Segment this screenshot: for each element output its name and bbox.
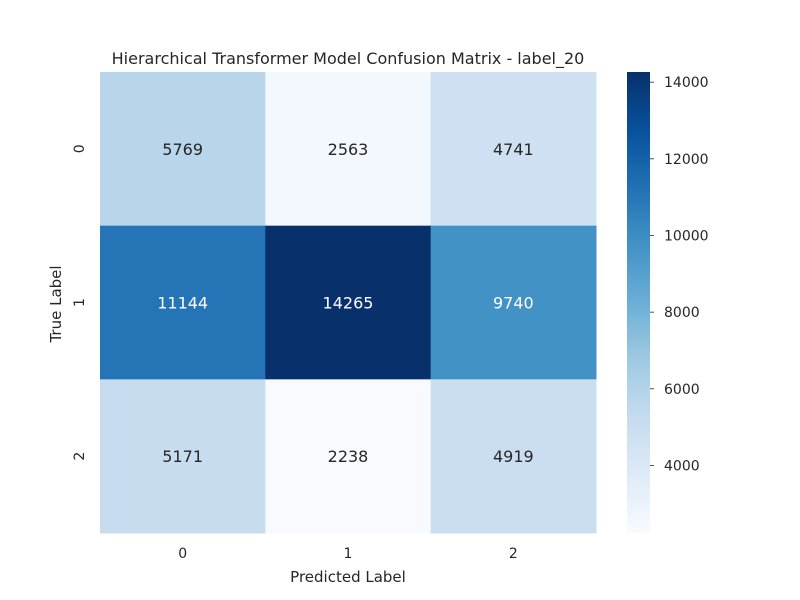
colorbar-tick-label: 4000 [664,458,700,474]
y-axis-ticks: 0 1 2 [72,144,88,460]
x-tick-label: 2 [509,546,518,562]
heatmap-cell-r2-c1 [265,379,432,534]
heatmap-cell-r2-c2 [430,379,597,534]
x-tick-label: 0 [178,546,187,562]
heatmap-cell-labels: 5769 2563 4741 11144 14265 9740 5171 2238 4919 [157,140,533,466]
heatmap-cell-r1-c0 [100,225,266,380]
heatmap-cell-r0-c2 [430,72,597,227]
y-tick-label: 1 [72,298,88,307]
colorbar-tick-label: 6000 [664,382,700,398]
colorbar-tick-label: 10000 [664,228,709,244]
heatmap-cell-r1-c2 [430,225,597,380]
colorbar-tick-label: 12000 [664,152,709,168]
cell-value-r0-c1: 2563 [328,140,369,159]
x-tick-label: 1 [344,546,353,562]
cell-value-r2-c0: 5171 [162,447,203,466]
heatmap-cell-r0-c1 [265,72,432,227]
x-axis-ticks: 0 1 2 [178,546,518,562]
heatmap-cell-r0-c0 [100,72,266,227]
colorbar-tick-label: 14000 [664,75,709,91]
heatmap-cell-r2-c0 [100,379,266,534]
y-tick-label: 0 [72,144,88,153]
colorbar-gradient [627,72,650,533]
heatmap-cell-r1-c1 [265,225,432,380]
colorbar-ticks: 4000 6000 8000 10000 12000 14000 [650,75,709,474]
y-axis-label: True Label [47,265,65,343]
heatmap-cells [100,72,597,534]
colorbar: 4000 6000 8000 10000 12000 14000 [627,72,709,533]
cell-value-r0-c2: 4741 [493,140,534,159]
x-axis-label: Predicted Label [290,568,406,586]
cell-value-r1-c0: 11144 [157,294,208,313]
cell-value-r2-c2: 4919 [493,447,534,466]
colorbar-tick-label: 8000 [664,305,700,321]
y-tick-label: 2 [72,452,88,461]
chart-title: Hierarchical Transformer Model Confusion… [112,49,585,69]
cell-value-r1-c1: 14265 [323,294,374,313]
cell-value-r0-c0: 5769 [162,140,203,159]
cell-value-r2-c1: 2238 [328,447,369,466]
cell-value-r1-c2: 9740 [493,294,534,313]
